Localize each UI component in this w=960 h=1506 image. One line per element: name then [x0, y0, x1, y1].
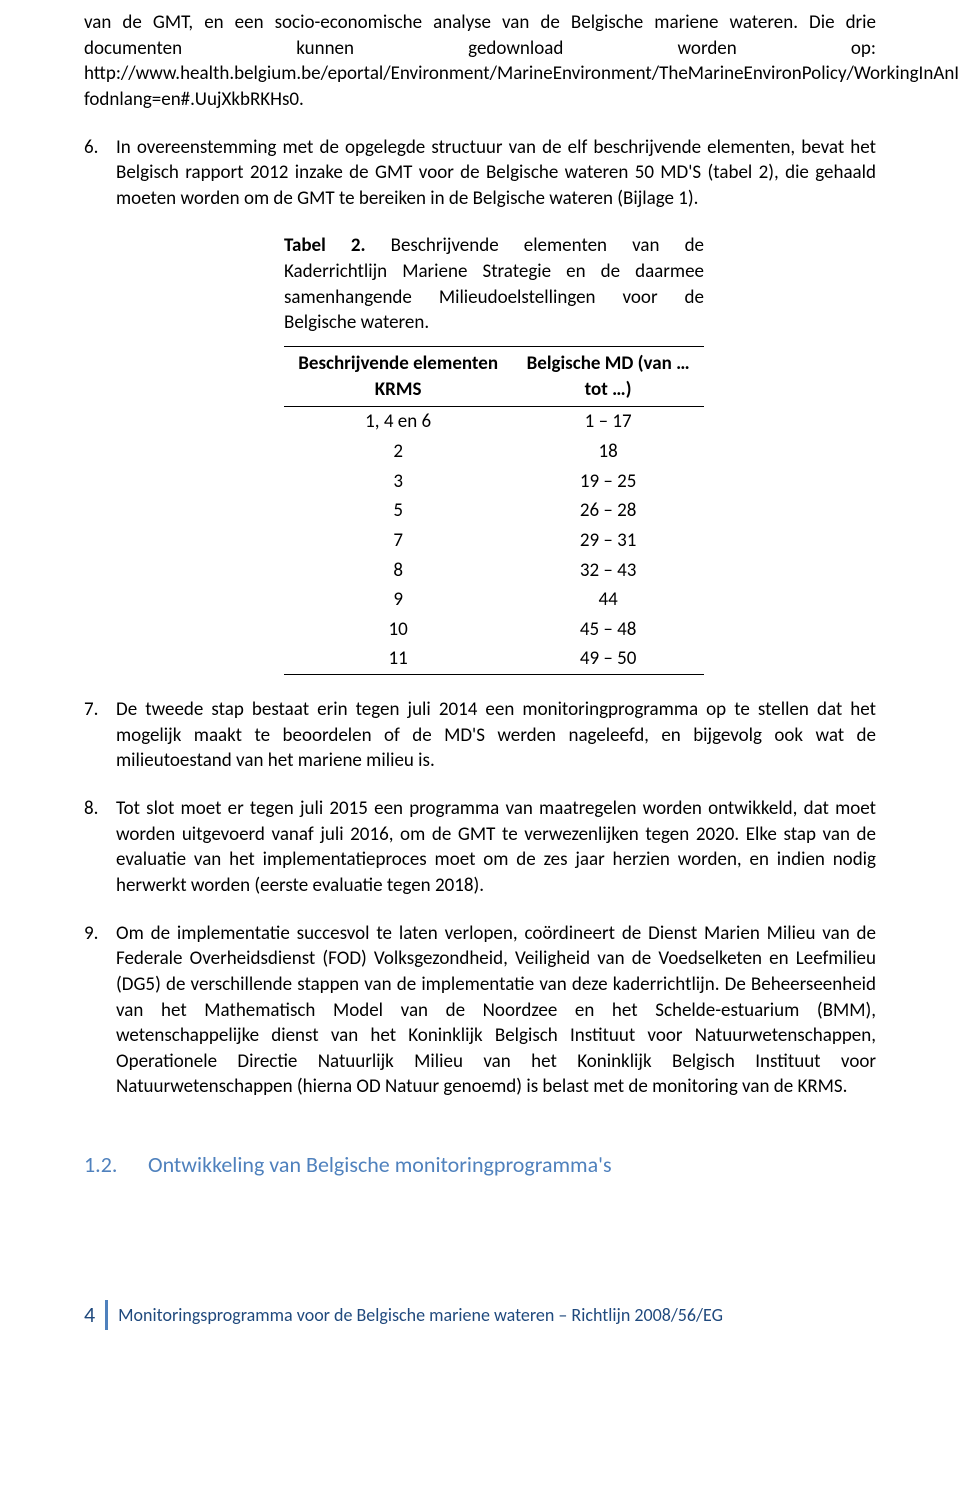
- table-cell: 45 – 48: [512, 615, 704, 645]
- table-cell: 32 – 43: [512, 556, 704, 586]
- page-body: van de GMT, en een socio-economische ana…: [0, 0, 960, 1360]
- table-2-header-col2: Belgische MD (van … tot …): [512, 347, 704, 407]
- table-2-caption-label: Tabel 2.: [284, 234, 366, 257]
- table-2: Beschrijvende elementen KRMS Belgische M…: [284, 346, 704, 675]
- table-row: 526 – 28: [284, 496, 704, 526]
- paragraph-8-text: Tot slot moet er tegen juli 2015 een pro…: [116, 796, 876, 899]
- section-1-2-number: 1.2.: [84, 1150, 148, 1180]
- table-row: 944: [284, 585, 704, 615]
- paragraph-9-number: 9.: [84, 921, 116, 1100]
- table-2-header-col1: Beschrijvende elementen KRMS: [284, 347, 512, 407]
- table-cell: 2: [284, 437, 512, 467]
- footer-page-number: 4: [84, 1300, 105, 1330]
- footer-text: Monitoringsprogramma voor de Belgische m…: [118, 1303, 723, 1327]
- paragraph-6-text: In overeenstemming met de opgelegde stru…: [116, 135, 876, 212]
- table-cell: 3: [284, 467, 512, 497]
- table-cell: 1 – 17: [512, 407, 704, 437]
- table-cell: 5: [284, 496, 512, 526]
- paragraph-6: 6. In overeenstemming met de opgelegde s…: [84, 135, 876, 212]
- paragraph-8-number: 8.: [84, 796, 116, 899]
- table-row: 729 – 31: [284, 526, 704, 556]
- table-cell: 7: [284, 526, 512, 556]
- table-cell: 49 – 50: [512, 644, 704, 674]
- table-row: 218: [284, 437, 704, 467]
- table-cell: 26 – 28: [512, 496, 704, 526]
- table-row: 1045 – 48: [284, 615, 704, 645]
- table-cell: 18: [512, 437, 704, 467]
- paragraph-6-number: 6.: [84, 135, 116, 212]
- table-cell: 29 – 31: [512, 526, 704, 556]
- table-cell: 8: [284, 556, 512, 586]
- table-cell: 44: [512, 585, 704, 615]
- table-2-block: Tabel 2. Beschrijvende elementen van de …: [284, 233, 704, 675]
- paragraph-5-continuation: van de GMT, en een socio-economische ana…: [84, 10, 876, 113]
- table-row: 1149 – 50: [284, 644, 704, 674]
- paragraph-7-number: 7.: [84, 697, 116, 774]
- table-cell: 1, 4 en 6: [284, 407, 512, 437]
- paragraph-9-text: Om de implementatie succesvol te laten v…: [116, 921, 876, 1100]
- table-2-caption: Tabel 2. Beschrijvende elementen van de …: [284, 233, 704, 336]
- table-row: 319 – 25: [284, 467, 704, 497]
- table-row: 832 – 43: [284, 556, 704, 586]
- table-row: 1, 4 en 61 – 17: [284, 407, 704, 437]
- page-footer: 4 Monitoringsprogramma voor de Belgische…: [84, 1300, 876, 1330]
- footer-divider: [105, 1300, 108, 1330]
- paragraph-9: 9. Om de implementatie succesvol te late…: [84, 921, 876, 1100]
- table-2-body: 1, 4 en 61 – 17218319 – 25526 – 28729 – …: [284, 407, 704, 675]
- paragraph-8: 8. Tot slot moet er tegen juli 2015 een …: [84, 796, 876, 899]
- paragraph-7-text: De tweede stap bestaat erin tegen juli 2…: [116, 697, 876, 774]
- table-cell: 9: [284, 585, 512, 615]
- section-1-2-heading: 1.2. Ontwikkeling van Belgische monitori…: [84, 1150, 876, 1180]
- section-1-2-title: Ontwikkeling van Belgische monitoringpro…: [148, 1150, 612, 1180]
- table-cell: 19 – 25: [512, 467, 704, 497]
- paragraph-7: 7. De tweede stap bestaat erin tegen jul…: [84, 697, 876, 774]
- table-cell: 10: [284, 615, 512, 645]
- table-cell: 11: [284, 644, 512, 674]
